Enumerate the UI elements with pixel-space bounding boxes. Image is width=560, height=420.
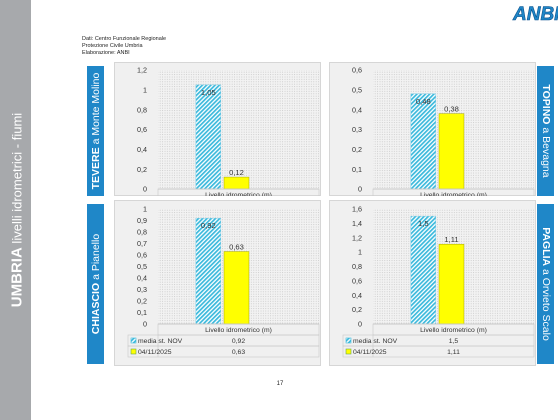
y-tick-label: 0,2 xyxy=(352,145,362,154)
bar-value-label: 0,48 xyxy=(416,97,431,106)
y-tick-label: 0,4 xyxy=(137,274,147,283)
chart-panel-tevere: 0 0,2 0,4 0,6 0,8 1 1,2 1,05 0,12 Livello idromet… xyxy=(114,62,321,196)
bar-value-label: 1,11 xyxy=(444,235,458,244)
river-label-paglia: PAGLIA a Orvieto Scalo xyxy=(537,204,554,364)
chart-svg: 0 0,1 0,2 0,3 0,4 0,5 0,6 0,48 0,38 Livello idrom… xyxy=(329,62,536,196)
bar-value-label: 1,05 xyxy=(201,88,216,97)
river-label-topino: TOPINO a Bevagna xyxy=(537,66,554,196)
y-tick-label: 0,3 xyxy=(137,285,147,294)
y-tick-label: 0,4 xyxy=(352,291,362,300)
category-label: Livello idrometrico (m) xyxy=(205,327,272,334)
plot-area xyxy=(158,70,319,189)
source-line: Dati: Centro Funzionale Regionale xyxy=(82,36,167,42)
bar-value-label: 0,12 xyxy=(229,168,244,177)
y-tick-label: 0,8 xyxy=(352,262,362,271)
chart-svg: 00,10,20,30,40,50,60,70,80,910,920,63Liv… xyxy=(114,200,321,366)
chart-panel-topino: 0 0,1 0,2 0,3 0,4 0,5 0,6 0,48 0,38 Livello idrom… xyxy=(329,62,536,196)
bar-media xyxy=(410,93,437,190)
category-label: Livello idrometrico (m) xyxy=(420,327,487,334)
table-value: 1,5 xyxy=(449,338,459,345)
y-tick-label: 0 xyxy=(358,185,362,194)
legend-key xyxy=(345,337,352,344)
bar-today xyxy=(438,113,465,190)
source-line: Elaborazione: ANBI xyxy=(82,50,130,57)
y-tick-label: 0 xyxy=(143,185,147,194)
y-tick-label: 0,4 xyxy=(352,105,362,114)
y-tick-label: 0,4 xyxy=(137,145,147,154)
y-tick-label: 0,6 xyxy=(137,251,147,260)
legend-label: media st. NOV xyxy=(138,338,183,345)
bar-media xyxy=(195,217,222,325)
y-tick-label: 0,5 xyxy=(352,85,362,94)
source-note: Dati: Centro Funzionale Regionale Protez… xyxy=(82,36,166,58)
y-tick-label: 0,1 xyxy=(352,165,362,174)
y-tick-label: 0,8 xyxy=(137,105,147,114)
side-bar: UMBRIA livelli idrometrici - fiumi xyxy=(0,0,31,420)
category-label: Livello idrometrico (m) xyxy=(420,192,487,196)
y-tick-label: 0,6 xyxy=(352,276,362,285)
chart-svg: 0 0,2 0,4 0,6 0,8 1 1,2 1,05 0,12 Livello idromet… xyxy=(114,62,321,196)
side-title: UMBRIA livelli idrometrici - fiumi xyxy=(9,113,26,307)
table-value: 1,11 xyxy=(447,349,460,356)
bar-value-label: 0,63 xyxy=(229,243,244,252)
river-label-tevere: TEVERE a Monte Molino xyxy=(87,66,104,196)
y-tick-label: 0,7 xyxy=(137,239,147,248)
legend-label: media st. NOV xyxy=(353,338,398,345)
bar-value-label: 1,5 xyxy=(418,219,429,228)
y-tick-label: 1,6 xyxy=(352,205,362,214)
anbi-logo: ANBI xyxy=(512,4,558,24)
bar-value-label: 0,92 xyxy=(201,221,216,230)
y-tick-label: 1,4 xyxy=(352,219,362,228)
y-tick-label: 0,6 xyxy=(352,66,362,75)
y-tick-label: 1 xyxy=(358,248,362,257)
side-title-region: UMBRIA xyxy=(8,247,26,308)
bar-media xyxy=(195,84,222,190)
data-table: Livello idrometrico (m) media st. NOV 0,92… xyxy=(127,323,320,358)
bar-today xyxy=(223,251,250,325)
bar-media xyxy=(410,215,437,325)
y-tick-label: 0,5 xyxy=(137,262,147,271)
y-tick-label: 1,2 xyxy=(352,233,362,242)
y-tick-label: 0,8 xyxy=(137,228,147,237)
side-title-rest: livelli idrometrici - fiumi xyxy=(9,112,25,244)
legend-key xyxy=(130,348,137,355)
source-line: Protezione Civile Umbria xyxy=(82,43,143,50)
bar-today xyxy=(223,176,250,190)
river-label-chiascio: CHIASCIO a Pianello xyxy=(87,204,104,364)
y-tick-label: 0 xyxy=(358,320,362,329)
logo-text: ANBI xyxy=(512,4,558,24)
y-tick-label: 0,1 xyxy=(137,308,147,317)
y-tick-label: 0,2 xyxy=(137,297,147,306)
y-tick-label: 0,3 xyxy=(352,125,362,134)
data-table: Livello idrometrico (m)media st. NOV1,05… xyxy=(157,188,320,196)
data-table: Livello idrometrico (m) media st. NOV 1,5 0… xyxy=(342,323,535,358)
y-tick-label: 1 xyxy=(143,85,147,94)
y-tick-label: 0,6 xyxy=(137,125,147,134)
legend-label: 04/11/2025 xyxy=(138,349,172,356)
table-value: 0,92 xyxy=(232,338,245,345)
y-tick-label: 0,2 xyxy=(137,165,147,174)
y-tick-label: 0,2 xyxy=(352,305,362,314)
page-number: 17 xyxy=(276,381,284,387)
y-tick-label: 0,9 xyxy=(137,216,147,225)
bar-value-label: 0,38 xyxy=(444,105,459,114)
chart-panel-paglia: 0 0,2 0,4 0,6 0,8 1 1,2 1,4 1,6 1,5 1,11 Livello id… xyxy=(329,200,536,366)
y-tick-label: 1 xyxy=(143,205,147,214)
y-tick-label: 0 xyxy=(143,320,147,329)
legend-key xyxy=(130,337,137,344)
table-value: 0,63 xyxy=(232,349,245,356)
y-tick-label: 1,2 xyxy=(137,66,147,75)
chart-panel-chiascio: 0 0,1 0,2 0,3 0,4 0,5 0,6 0,7 0,8 0,9 1 0,92 0,63 Liv… xyxy=(114,200,321,366)
data-table: Livello idrometrico (m)media st. NOV0,48… xyxy=(372,188,535,196)
category-label: Livello idrometrico (m) xyxy=(205,192,272,196)
bar-today xyxy=(438,243,465,325)
legend-label: 04/11/2025 xyxy=(353,349,387,356)
legend-key xyxy=(345,348,352,355)
